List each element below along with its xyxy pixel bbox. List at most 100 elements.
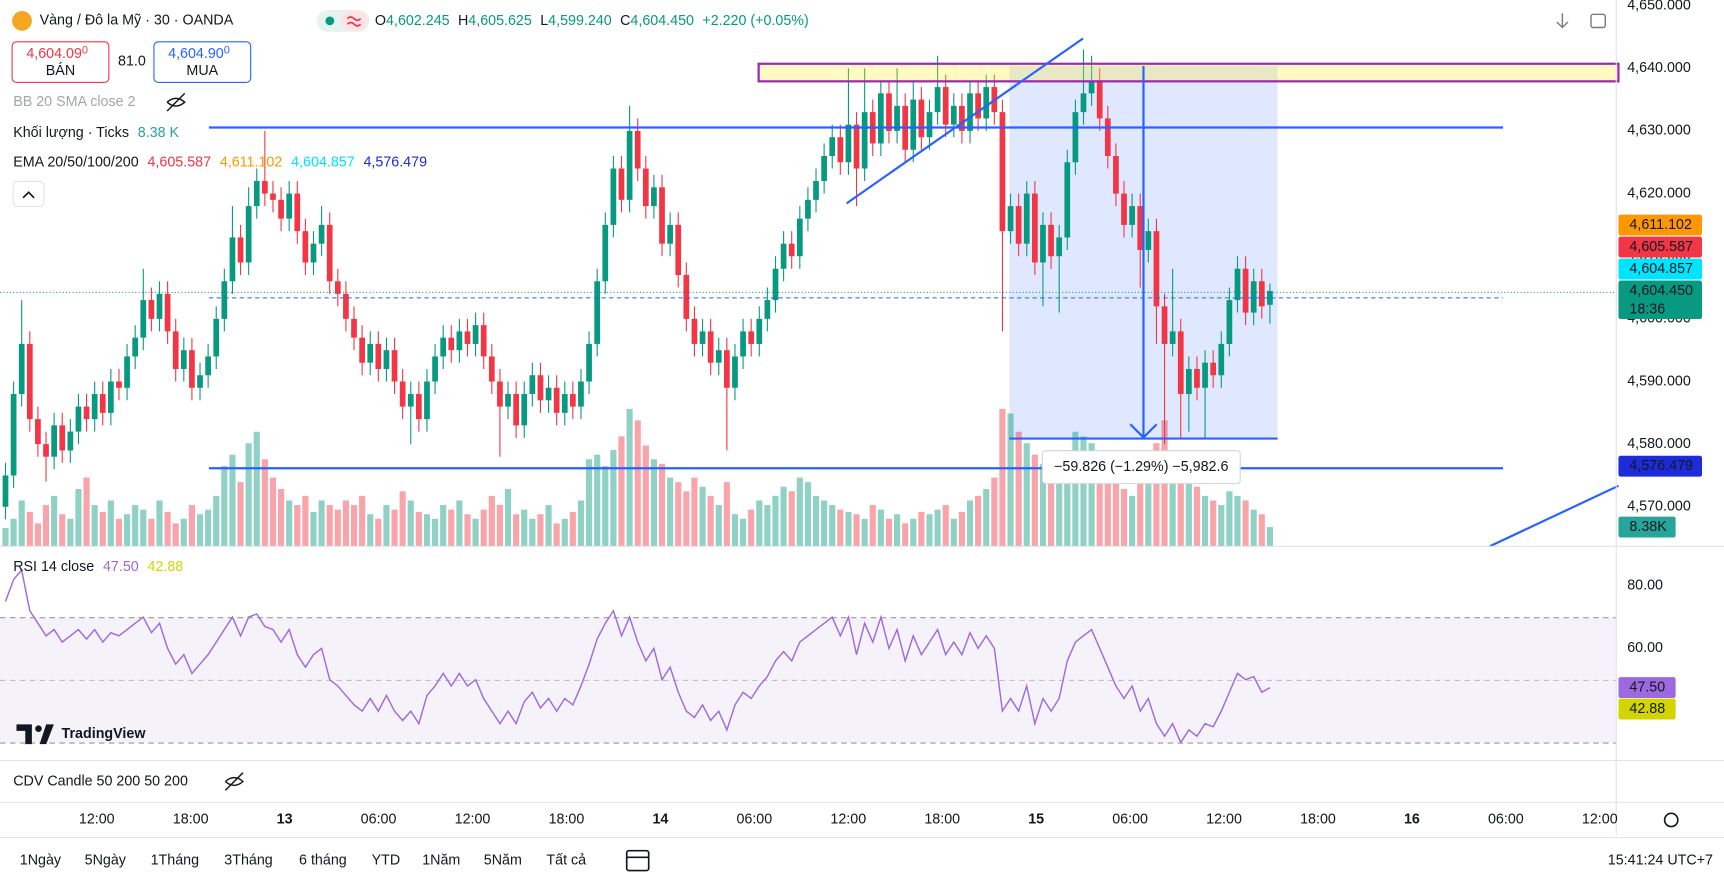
volume-bar (910, 518, 917, 547)
spread: 81.0 (118, 53, 146, 69)
volume-bar (269, 477, 277, 547)
volume-bar (812, 495, 820, 547)
range-button[interactable]: 5Ngày (85, 852, 127, 868)
volume-bar (991, 477, 998, 547)
range-button[interactable]: 1Năm (422, 852, 460, 868)
buy-price-text: 4,604.900 (168, 44, 230, 61)
volume-bar (1250, 509, 1257, 547)
volume-bar (634, 420, 641, 547)
cdv-legend[interactable]: CDV Candle 50 200 50 200 (13, 773, 188, 789)
volume-bar (950, 518, 957, 547)
sell-button[interactable]: 4,604.090 BÁN (11, 41, 110, 83)
volume-bar (148, 518, 155, 547)
candle-body (1048, 224, 1054, 257)
measure-label: −59.826 (−1.29%) −5,982.6 (1054, 459, 1228, 475)
candle-body (253, 181, 260, 207)
candle-body (1023, 193, 1030, 244)
candle-body (910, 99, 917, 150)
volume-bar (318, 500, 325, 547)
volume-bar (277, 489, 285, 547)
candle-body (164, 293, 171, 332)
volume-bar (934, 509, 941, 547)
buy-button[interactable]: 4,604.900 MUA (153, 41, 252, 83)
fullscreen-icon[interactable] (1590, 13, 1606, 29)
candle-body (318, 224, 325, 244)
volume-bar (731, 514, 739, 547)
download-icon[interactable] (1556, 13, 1569, 29)
candle-body (407, 394, 414, 407)
trend-line (845, 37, 1084, 205)
candle-body (748, 331, 755, 344)
rsi-value: 47.50 (103, 559, 139, 575)
candle-body (1129, 206, 1135, 225)
range-button[interactable]: 5Năm (484, 852, 522, 868)
volume-bar (1153, 443, 1160, 547)
candle-body (67, 431, 74, 451)
sell-box[interactable] (11, 41, 110, 83)
range-button[interactable]: YTD (372, 852, 401, 868)
indicator-legend[interactable]: Khối lượng · Ticks 8.38 K (13, 125, 179, 141)
candle-body (310, 243, 317, 263)
volume-bar (1177, 477, 1184, 547)
volume-bar (1210, 500, 1217, 547)
calendar-icon[interactable] (625, 849, 650, 872)
volume-bar (983, 489, 990, 547)
range-button[interactable]: 1Ngày (20, 852, 62, 868)
candle-body (805, 199, 811, 219)
candle-body (1226, 300, 1233, 344)
volume-bar (375, 518, 382, 547)
volume-bar (286, 500, 293, 547)
candle-body (626, 130, 633, 200)
x-tick-label: 06:00 (1112, 812, 1148, 828)
ohlc-change: +2.220 (+0.05%) (702, 13, 808, 29)
candle-body (691, 318, 698, 344)
volume-tag (1618, 516, 1676, 538)
volume-bar (350, 505, 358, 547)
candle-body (1145, 231, 1152, 250)
candle-body (302, 231, 309, 263)
collapse-button[interactable] (12, 180, 45, 208)
range-button[interactable]: 1Tháng (151, 852, 200, 868)
candle-body (1080, 93, 1087, 113)
volume-bar (229, 454, 236, 547)
volume-bar (602, 466, 609, 547)
calendar-button[interactable] (625, 849, 650, 872)
candle-body (570, 394, 576, 407)
volume-bar (667, 477, 674, 547)
indicator-legend[interactable]: BB 20 SMA close 2 (13, 94, 135, 110)
volume-bar (196, 514, 204, 547)
x-tick-label: 06:00 (1488, 812, 1524, 828)
candle-body (610, 168, 617, 225)
x-tick-label: 12:00 (1582, 812, 1618, 828)
candle-body (116, 381, 122, 388)
volume-bar (261, 459, 268, 547)
status-dot (325, 16, 335, 26)
hidden-icon[interactable] (166, 92, 186, 112)
volume-bar (513, 514, 520, 547)
candle-body (740, 331, 746, 357)
hidden-icon[interactable] (224, 772, 245, 791)
range-button[interactable]: 6 tháng (299, 852, 347, 868)
candle-body (1113, 155, 1119, 194)
y-tick-label: 4,590.000 (1627, 373, 1691, 389)
volume-bar (642, 445, 649, 547)
candle-body (51, 425, 57, 457)
settings-icon[interactable] (1663, 812, 1679, 828)
candle-body (1250, 281, 1257, 313)
volume-bar (626, 408, 633, 547)
buy-box[interactable] (153, 41, 252, 83)
range-button[interactable]: Tất cả (546, 852, 586, 868)
range-button[interactable]: 3Tháng (224, 852, 273, 868)
candle-body (967, 93, 973, 131)
candle-body (1104, 118, 1111, 156)
ohlc-value: 4,599.240 (548, 13, 612, 29)
indicator-legend[interactable]: EMA 20/50/100/200 4,605.587 4,611.102 4,604… (13, 154, 427, 170)
volume-bar (610, 450, 617, 547)
rsi-tag (1618, 677, 1676, 699)
volume-bar (683, 491, 690, 547)
volume-bar (1096, 454, 1103, 547)
volume-bar (383, 505, 390, 547)
rsi-legend[interactable]: RSI 14 close 47.50 42.88 (13, 559, 183, 575)
volume-bar (561, 518, 568, 547)
y-tick-label: 4,580.000 (1627, 436, 1691, 452)
